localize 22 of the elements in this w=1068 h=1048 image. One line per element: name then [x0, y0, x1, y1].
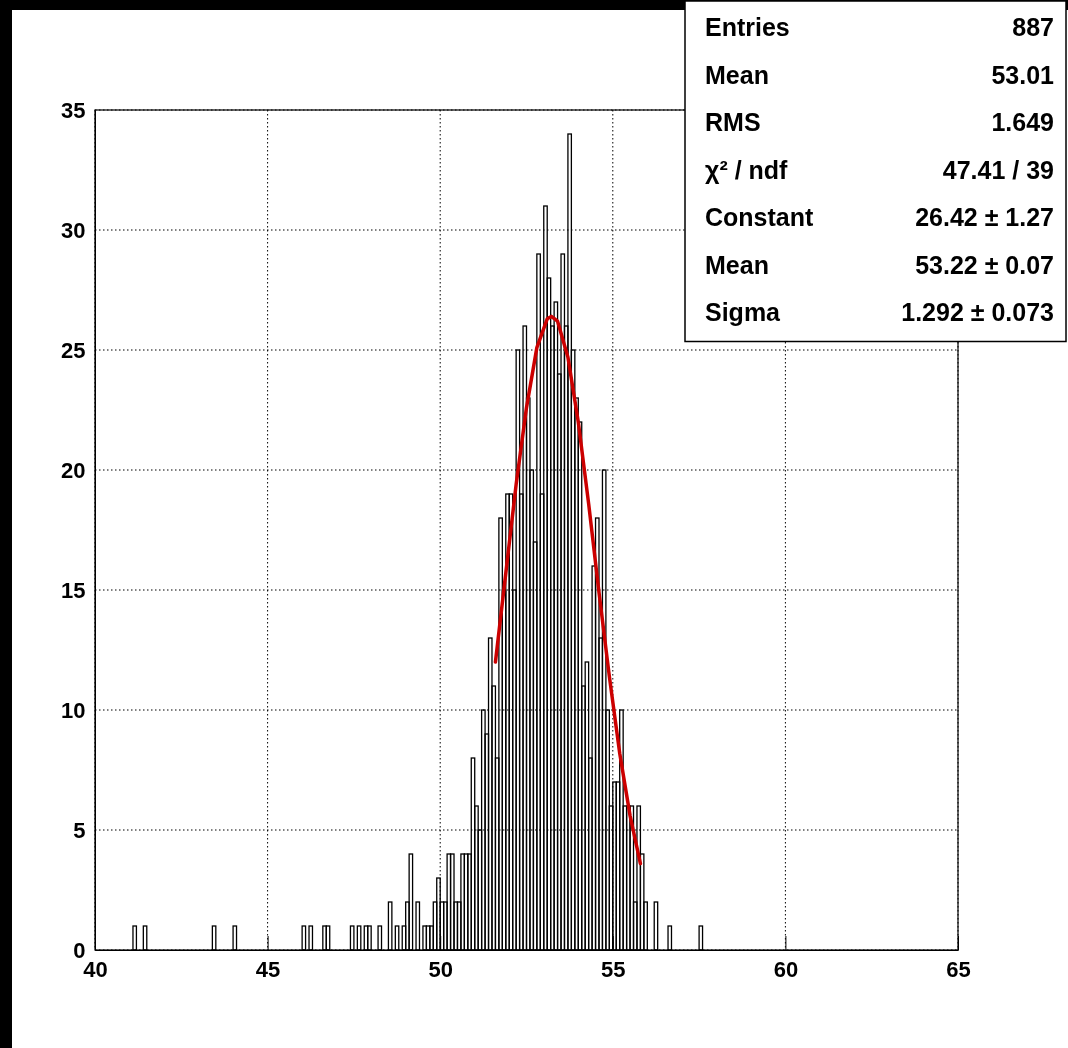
text: Mean 53.01: [705, 60, 1054, 89]
y-tick-label: 10: [60, 697, 86, 723]
text: χ² / ndf 47.41 / 39: [705, 155, 1054, 184]
y-tick-label: 20: [60, 457, 86, 483]
text: RMS 1.649: [705, 108, 1054, 136]
y-tick-label: 35: [60, 97, 86, 123]
y-tick-label: 0: [73, 937, 86, 963]
y-tick-label: 5: [73, 817, 86, 843]
x-tick-label: 65: [946, 957, 971, 983]
line-series: [493, 314, 643, 866]
x-tick-label: 40: [83, 957, 108, 983]
text: Sigma 1.292 ± 0.073: [705, 298, 1054, 326]
x-tick-label: 50: [428, 957, 453, 983]
y-tick-label: 30: [60, 217, 86, 243]
y-tick-label: 15: [60, 577, 86, 603]
x-tick-label: 45: [255, 957, 281, 983]
x-tick-label: 60: [773, 957, 799, 983]
text: Entries 887: [705, 13, 1054, 41]
y-tick-label: 25: [60, 337, 86, 363]
text: Mean 53.22 ± 0.07: [705, 250, 1054, 279]
x-tick-label: 55: [601, 957, 626, 983]
text: Constant 26.42 ± 1.27: [705, 203, 1054, 231]
